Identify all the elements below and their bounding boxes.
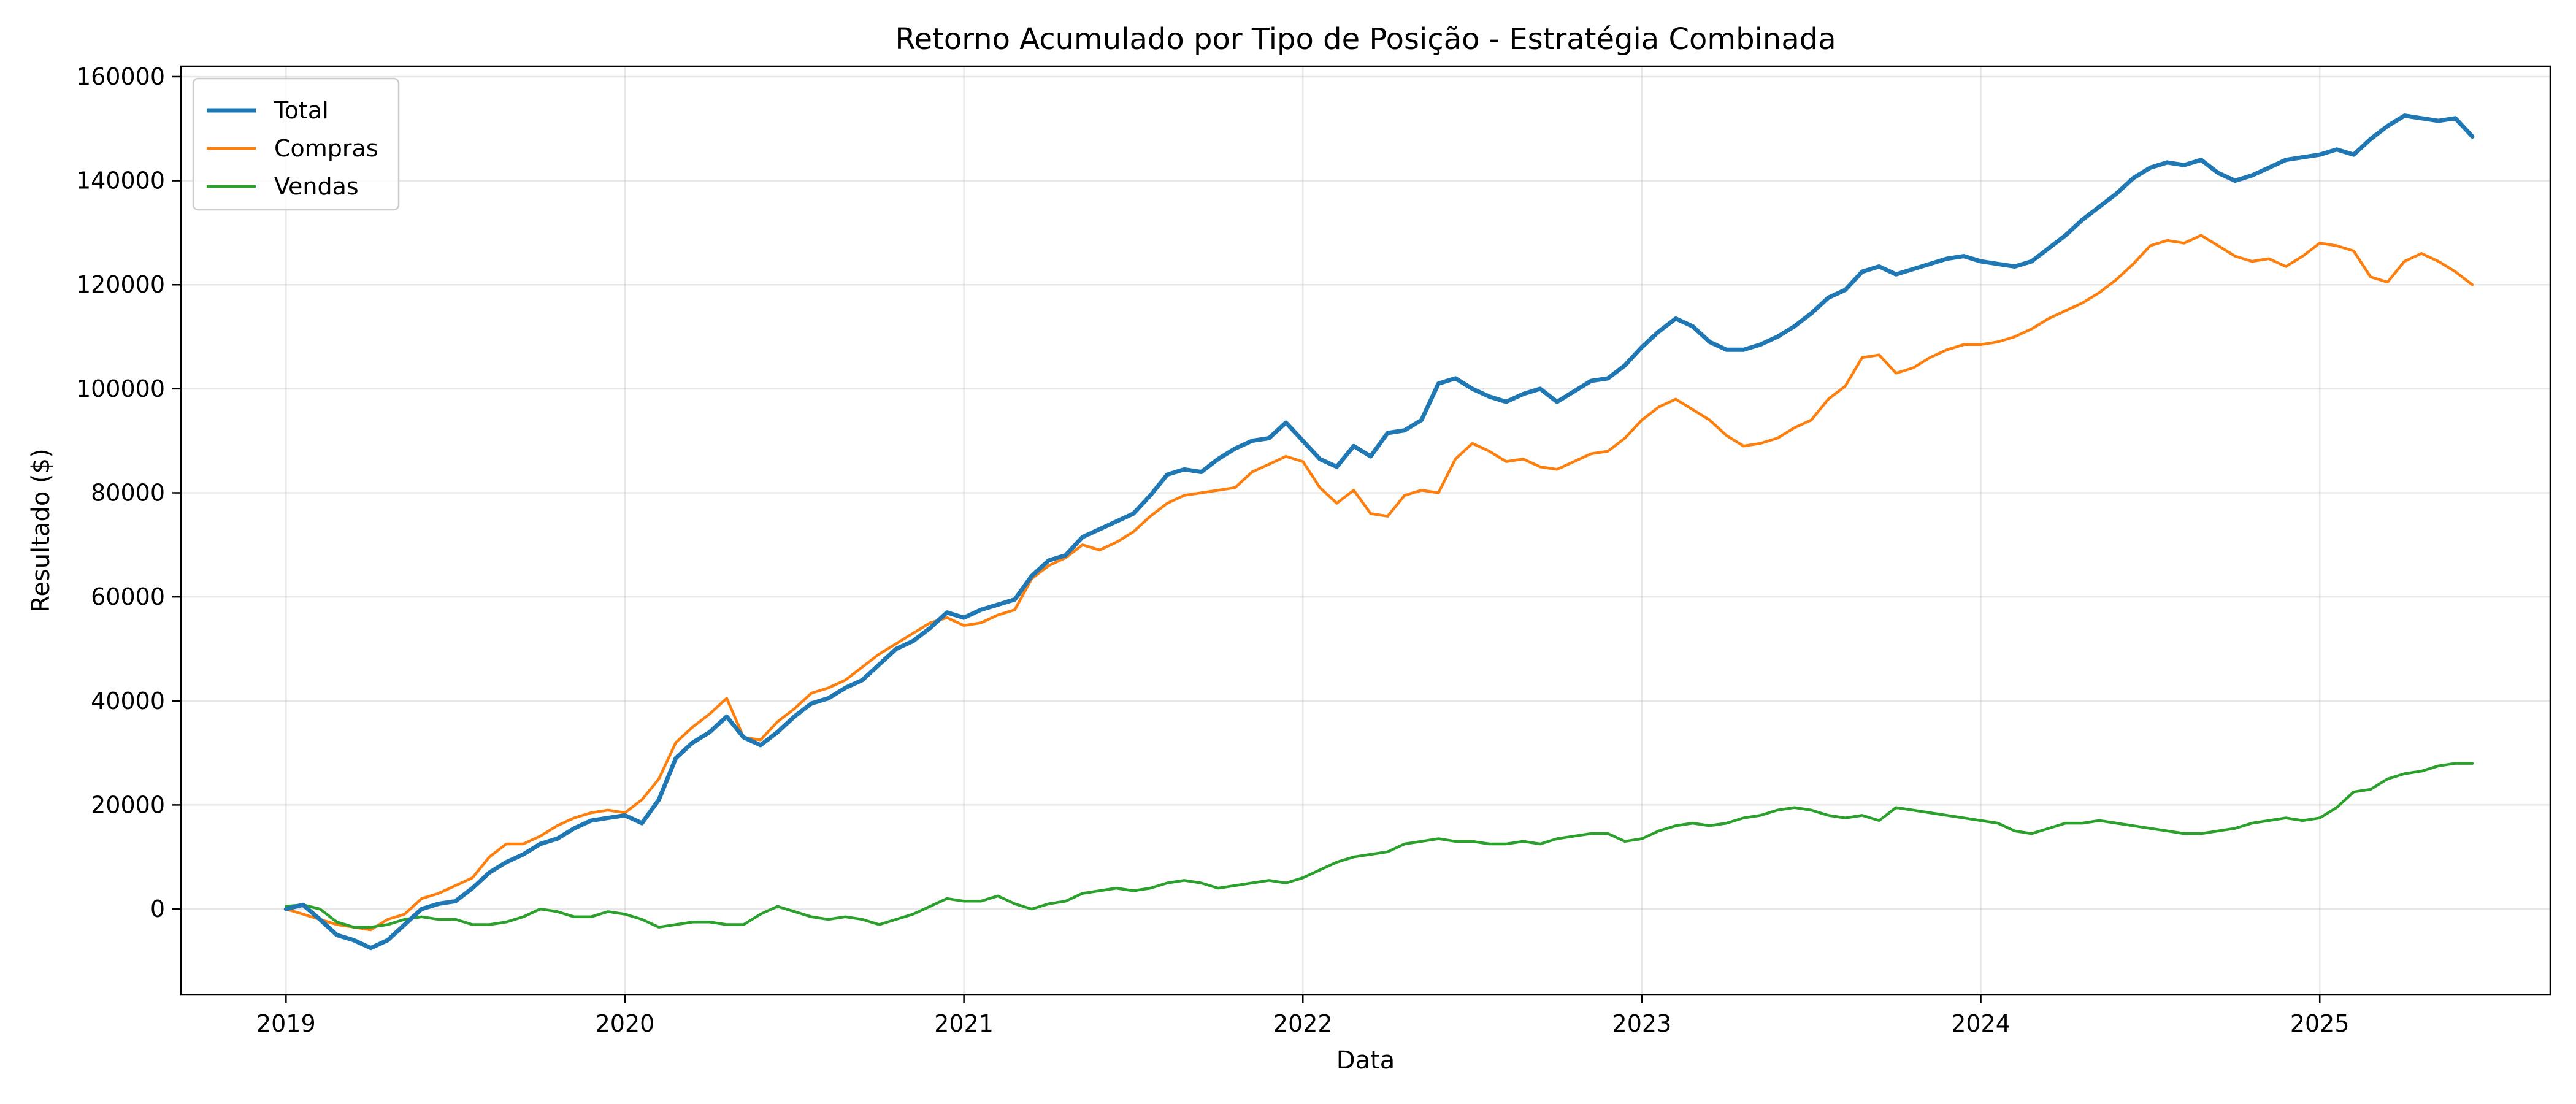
x-tick-label: 2024	[1951, 1010, 2011, 1037]
y-tick-label: 40000	[91, 688, 165, 715]
y-tick-label: 20000	[91, 791, 165, 818]
series-line-vendas	[285, 762, 2474, 929]
x-tick-label: 2020	[596, 1010, 655, 1037]
x-tick-label: 2022	[1273, 1010, 1333, 1037]
x-axis-label: Data	[1336, 1046, 1395, 1075]
x-tick-label: 2025	[2290, 1010, 2350, 1037]
series-line-total	[283, 113, 2475, 951]
x-tick-label: 2023	[1612, 1010, 1672, 1037]
legend-label-vendas: Vendas	[274, 173, 359, 200]
plot-area	[283, 113, 2475, 951]
grid	[181, 66, 2550, 995]
y-tick-label: 140000	[76, 167, 165, 194]
x-tick-label: 2019	[256, 1010, 316, 1037]
x-tick-label: 2021	[934, 1010, 994, 1037]
y-axis-label: Resultado ($)	[27, 448, 55, 612]
y-tick-label: 100000	[76, 375, 165, 402]
y-tick-label: 80000	[91, 480, 165, 507]
legend: Total Compras Vendas	[192, 77, 400, 211]
chart-title: Retorno Acumulado por Tipo de Posição - …	[895, 22, 1836, 56]
y-axis: 0 20000 40000 60000 80000 100000 120000 140000 1…	[76, 63, 181, 922]
y-tick-label: 120000	[76, 271, 165, 298]
axes-frame	[180, 65, 2551, 996]
y-tick-label: 160000	[76, 63, 165, 90]
y-tick-label: 0	[150, 895, 165, 922]
legend-label-compras: Compras	[274, 135, 378, 162]
x-axis: 2019 2020 2021 2022 2023 2024 2025	[256, 995, 2350, 1037]
series-line-compras	[285, 234, 2474, 932]
legend-label-total: Total	[274, 97, 329, 124]
y-tick-label: 60000	[91, 583, 165, 610]
